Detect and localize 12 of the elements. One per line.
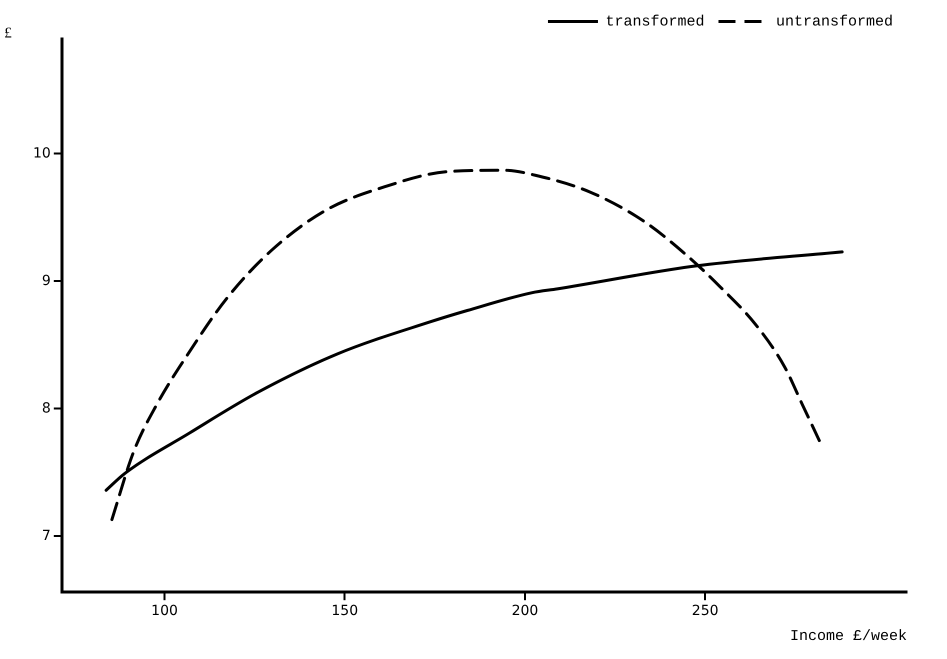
x-tick-label: 250 bbox=[692, 603, 719, 620]
legend-label: untransformed bbox=[776, 13, 894, 30]
x-axis-title: Income £/week bbox=[790, 628, 907, 645]
x-tick-label: 200 bbox=[512, 603, 538, 620]
x-tick-label: 150 bbox=[331, 603, 358, 620]
y-axis-title: £ bbox=[4, 25, 12, 42]
y-tick-label: 10 bbox=[32, 145, 51, 162]
legend-label: transformed bbox=[605, 13, 704, 30]
y-tick-label: 8 bbox=[42, 400, 51, 416]
y-tick-label: 9 bbox=[42, 272, 51, 289]
x-tick-label: 100 bbox=[151, 603, 178, 620]
y-tick-label: 7 bbox=[42, 528, 51, 544]
